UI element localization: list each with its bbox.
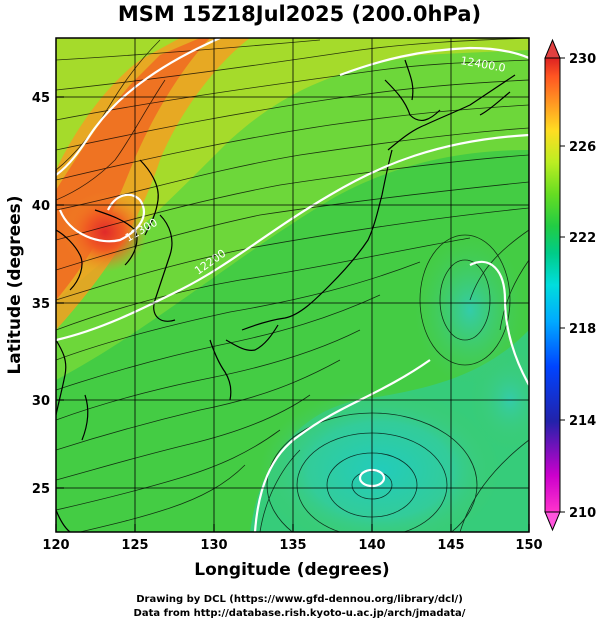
colorbar-tick-label: 226 [569,140,596,155]
credit-line-data: Data from http://database.rish.kyoto-u.a… [133,608,466,619]
colorbar-tick-label: 214 [569,414,596,429]
x-tick-label: 140 [358,538,385,553]
x-tick-label: 125 [121,538,148,553]
colorbar-tick-label: 210 [569,506,596,521]
color-field: 12400.0 12300 12200 [56,38,529,532]
grid-lines [56,38,529,532]
credit-line-drawing: Drawing by DCL (https://www.gfd-dennou.o… [136,594,463,605]
colorbar: 230 226 222 218 214 210 [544,38,596,532]
x-tick-label: 150 [515,538,542,553]
colorbar-max-arrow [544,38,561,59]
y-tick-label: 45 [32,91,50,106]
y-tick-label: 35 [32,297,50,312]
y-tick-label: 25 [32,482,50,497]
y-tick-label: 40 [32,199,50,214]
x-axis-title: Longitude (degrees) [194,560,389,580]
colorbar-tick-label: 230 [569,52,596,67]
x-tick-label: 120 [42,538,69,553]
colorbar-tick-label: 218 [569,322,596,337]
x-tick-label: 145 [437,538,464,553]
y-tick-label: 30 [32,394,50,409]
x-tick-label: 135 [279,538,306,553]
colorbar-tick-label: 222 [569,231,596,246]
credits: Drawing by DCL (https://www.gfd-dennou.o… [0,593,599,621]
y-axis-title: Latitude (degrees) [5,195,25,374]
colorbar-min-arrow [544,511,561,532]
x-tick-label: 130 [200,538,227,553]
chart-title: MSM 15Z18Jul2025 (200.0hPa) [117,2,482,26]
